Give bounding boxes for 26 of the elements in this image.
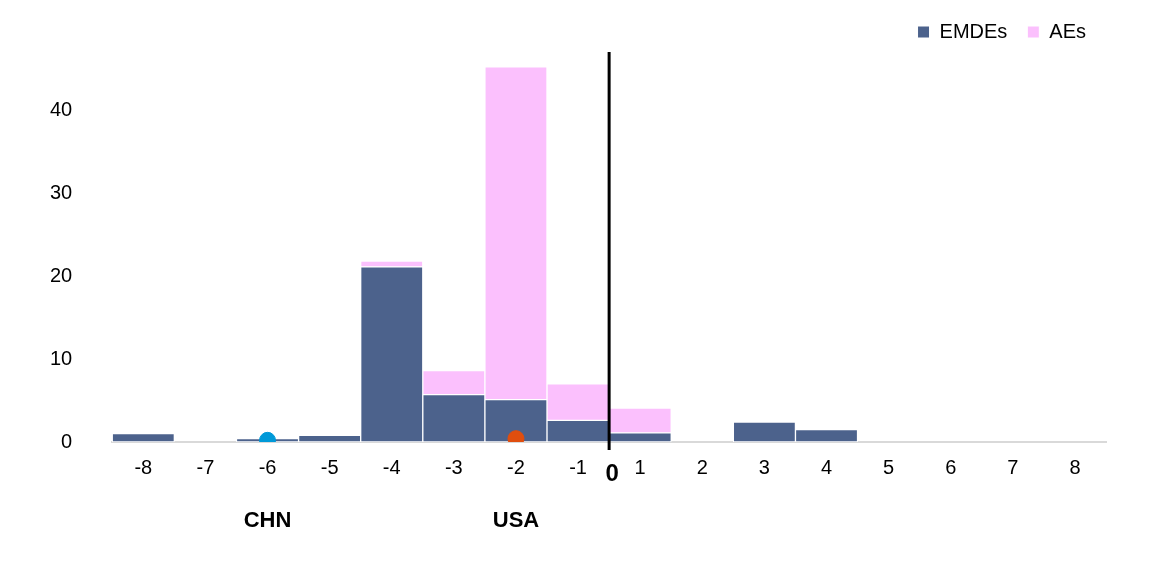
x-tick-label: 6 (945, 455, 957, 478)
y-tick-label: 40 (50, 97, 73, 120)
y-tick-label: 30 (50, 180, 73, 203)
x-tick-label: -5 (320, 455, 339, 478)
x-tick-label: -2 (507, 455, 525, 478)
y-tick-label: 10 (50, 346, 73, 369)
x-tick-label: -7 (196, 455, 215, 478)
x-tick-label: -6 (258, 455, 277, 478)
text: 0 (605, 458, 619, 486)
x-tick-label: -8 (134, 455, 153, 478)
x-tick-label: 3 (758, 455, 770, 478)
x-tick-label: -3 (444, 455, 463, 478)
x-tick-label: 5 (883, 455, 895, 478)
text: CHN (243, 507, 292, 533)
x-tick-label: 7 (1007, 455, 1019, 478)
x-tick-label: 2 (696, 455, 708, 478)
y-tick-label: 20 (50, 263, 73, 286)
legend-label: AEs (1049, 19, 1087, 42)
x-tick-label: 1 (634, 455, 646, 478)
y-tick-label: 0 (61, 429, 73, 452)
legend-label: EMDEs (939, 19, 1008, 42)
text: USA (492, 507, 540, 533)
x-tick-label: -4 (382, 455, 401, 478)
x-tick-label: -1 (569, 455, 587, 478)
x-tick-label: 4 (820, 455, 833, 478)
x-tick-label: 8 (1069, 455, 1081, 478)
